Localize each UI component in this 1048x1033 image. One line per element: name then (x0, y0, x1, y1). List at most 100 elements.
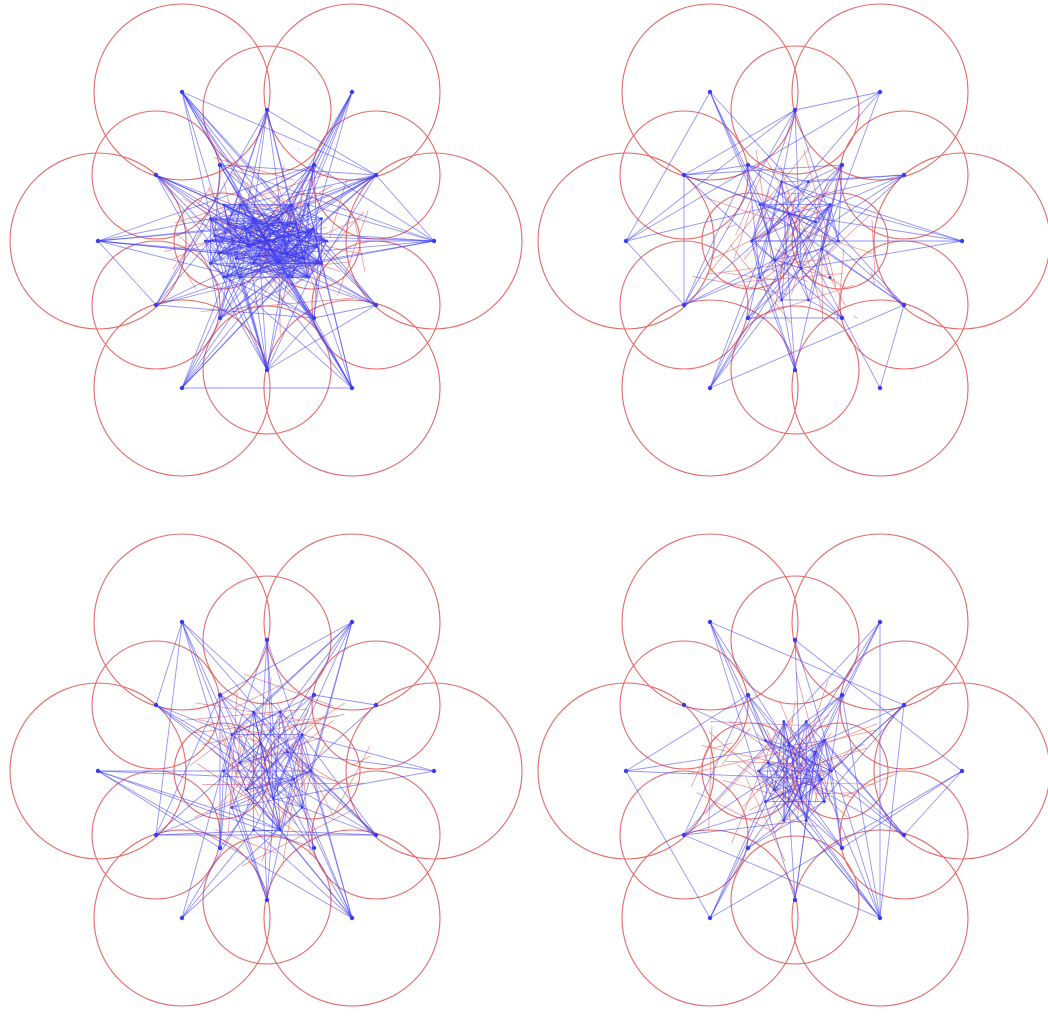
graph-vertex (281, 234, 284, 237)
red-chord (242, 809, 354, 866)
graph-vertex (374, 833, 378, 837)
graph-vertex (350, 90, 354, 94)
graph-vertex (902, 303, 906, 307)
graph-vertex (218, 163, 222, 167)
graph-vertex (295, 222, 298, 225)
graph-vertex (682, 303, 686, 307)
graph-vertex (758, 276, 761, 279)
vertex-group (624, 620, 964, 920)
graph-vertex (252, 829, 255, 832)
graph-vertex (787, 742, 790, 745)
graph-drawing (0, 530, 524, 1033)
graph-vertex (252, 217, 255, 220)
graph-vertex (312, 316, 316, 320)
graph-vertex (782, 819, 785, 822)
graph-edge (806, 695, 842, 722)
graph-vertex (235, 257, 238, 260)
graph-vertex (350, 620, 354, 624)
graph-vertex (312, 163, 316, 167)
graph-vertex (213, 234, 216, 237)
graph-vertex (307, 203, 310, 206)
red-chord (181, 265, 196, 289)
red-chord (190, 720, 251, 766)
graph-vertex (793, 898, 797, 902)
graph-vertex (303, 257, 306, 260)
graph-edge (748, 820, 784, 848)
graph-edge (710, 848, 748, 918)
graph-vertex (257, 240, 260, 243)
graph-vertex (239, 276, 242, 279)
graph-vertex (320, 262, 323, 265)
graph-vertex (800, 267, 803, 270)
graph-vertex (227, 222, 230, 225)
red-chord (778, 301, 781, 302)
graph-vertex (316, 245, 319, 248)
graph-vertex (793, 368, 797, 372)
graph-vertex (764, 739, 767, 742)
graph-vertex (814, 221, 817, 224)
graph-edge (302, 735, 352, 918)
graph-edge (267, 305, 376, 370)
graph-vertex (279, 829, 282, 832)
graph-vertex (837, 240, 840, 243)
graph-edge (684, 110, 795, 175)
graph-panel-top-left (0, 0, 524, 503)
graph-vertex (746, 163, 750, 167)
graph-vertex (746, 846, 750, 850)
graph-edge (314, 695, 376, 705)
graph-vertex (878, 386, 882, 390)
graph-vertex (782, 720, 785, 723)
graph-vertex (374, 703, 378, 707)
red-chord (260, 301, 262, 303)
graph-vertex (708, 620, 712, 624)
graph-vertex (265, 638, 269, 642)
graph-vertex (277, 217, 280, 220)
graph-vertex (96, 239, 100, 243)
graph-edge (880, 305, 904, 388)
graph-vertex (840, 163, 844, 167)
edge-group (626, 622, 962, 918)
graph-vertex (682, 173, 686, 177)
graph-vertex (180, 620, 184, 624)
graph-panel-bottom-right (528, 530, 1048, 1033)
graph-vertex (265, 108, 269, 112)
graph-vertex (807, 181, 810, 184)
graph-vertex (259, 742, 262, 745)
graph-edge (156, 622, 182, 705)
graph-vertex (708, 916, 712, 920)
graph-vertex (307, 276, 310, 279)
graph-vertex (312, 846, 316, 850)
graph-vertex (807, 299, 810, 302)
graph-vertex (320, 217, 323, 220)
graph-edge (748, 695, 766, 740)
graph-vertex (814, 751, 817, 754)
graph-edge (684, 260, 774, 305)
graph-vertex (248, 245, 251, 248)
graph-vertex (902, 703, 906, 707)
graph-vertex (292, 778, 295, 781)
graph-edge (302, 807, 352, 918)
graph-vertex (800, 797, 803, 800)
graph-vertex (820, 248, 823, 251)
graph-vertex (960, 239, 964, 243)
graph-vertex (154, 303, 158, 307)
graph-vertex (209, 262, 212, 265)
graph-vertex (244, 227, 247, 230)
graph-vertex (374, 173, 378, 177)
graph-edge (98, 241, 156, 305)
graph-edge (182, 830, 254, 918)
graph-vertex (374, 303, 378, 307)
graph-vertex (286, 751, 289, 754)
graph-vertex (840, 846, 844, 850)
graph-vertex (805, 819, 808, 822)
graph-vertex (682, 703, 686, 707)
graph-vertex (767, 761, 770, 764)
graph-vertex (154, 173, 158, 177)
red-chord (244, 674, 333, 706)
graph-vertex (230, 806, 233, 809)
graph-edge (774, 790, 880, 918)
red-chord (724, 273, 777, 280)
graph-edge (254, 830, 352, 918)
graph-vertex (222, 770, 225, 773)
graph-vertex (746, 693, 750, 697)
